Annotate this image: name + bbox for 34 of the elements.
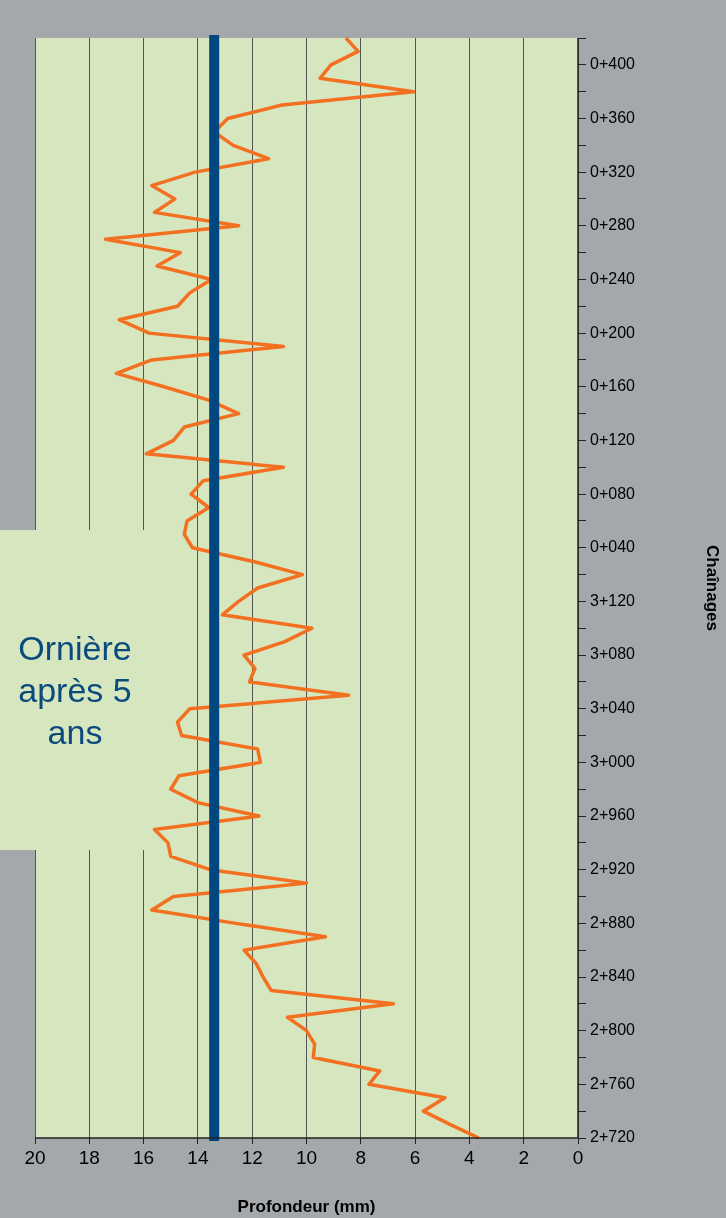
y-tick-label: 0+120 [590,430,636,448]
y-tick-label: 0+080 [590,484,636,502]
y-tick-label: 0+320 [590,162,636,180]
y-tick-label: 2+760 [590,1074,636,1092]
y-tick-label: 0+280 [590,216,636,234]
y-tick-label: 3+120 [590,591,636,609]
x-tick-label: 10 [295,1146,318,1168]
x-tick-label: 0 [572,1146,584,1168]
x-tick-label: 8 [355,1146,367,1168]
y-tick-label: 0+240 [590,269,636,287]
y-tick-label: 2+880 [590,913,636,931]
y-tick-label: 0+400 [590,55,636,73]
x-tick-label: 4 [464,1146,476,1168]
x-tick-label: 16 [133,1146,155,1168]
y-tick-label: 2+960 [590,806,636,824]
y-tick-label: 2+920 [590,860,636,878]
y-tick-label: 3+040 [590,699,636,717]
x-tick-label: 12 [241,1146,263,1168]
y-tick-label: 2+800 [590,1021,636,1039]
x-axis-title: Profondeur (mm) [237,1197,376,1217]
x-tick-label: 18 [78,1146,100,1168]
y-tick-label: 3+000 [590,752,636,770]
y-tick-label: 0+040 [590,538,636,556]
x-tick-label: 20 [24,1146,46,1168]
x-tick-label: 6 [409,1146,421,1168]
y-tick-label: 0+200 [590,323,636,341]
x-tick-label: 14 [187,1146,209,1168]
y-tick-label: 0+160 [590,377,636,395]
y-tick-label: 2+720 [590,1128,636,1146]
y-tick-label: 2+840 [590,967,636,985]
x-tick-label: 2 [518,1146,529,1168]
y-tick-label: 0+360 [590,108,636,126]
y-tick-label: 3+080 [590,645,636,663]
y-axis-title: Chaînages [703,545,723,631]
